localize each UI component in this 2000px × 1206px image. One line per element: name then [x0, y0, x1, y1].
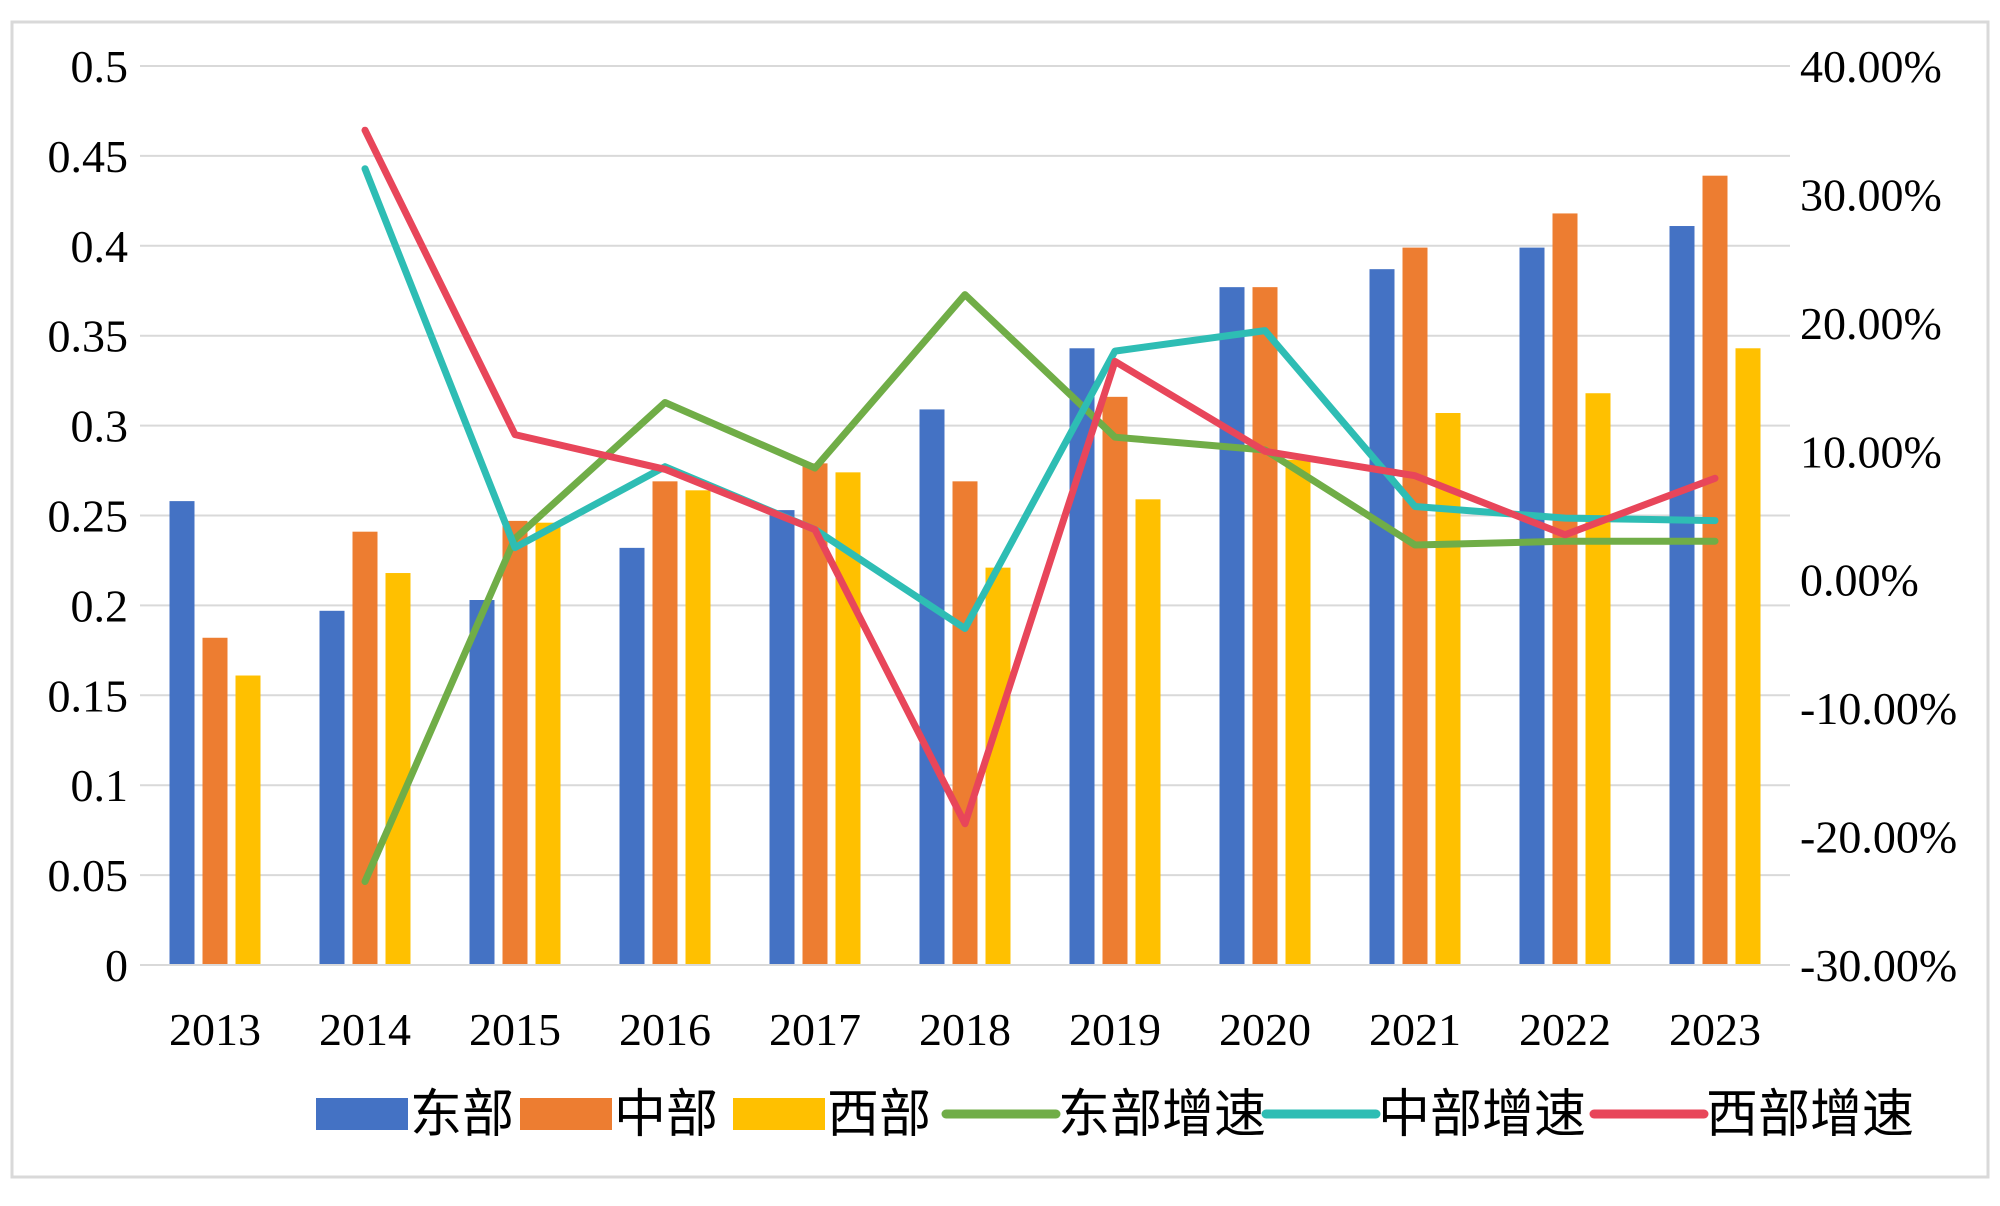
y2-tick-label: 10.00% — [1800, 426, 1942, 477]
x-tick-label: 2016 — [619, 1004, 711, 1055]
bar-east — [1069, 348, 1095, 965]
x-tick-label: 2015 — [469, 1004, 561, 1055]
bar-central — [952, 481, 978, 965]
bar-central — [502, 520, 528, 965]
line-east_growth — [361, 291, 1719, 885]
y2-tick-label: -10.00% — [1800, 683, 1957, 734]
bar-central — [1252, 287, 1278, 965]
bar-east — [769, 510, 795, 965]
y-tick-label: 0.15 — [48, 670, 129, 721]
bar-east — [919, 409, 945, 966]
bar-west — [1285, 459, 1311, 965]
y-tick-label: 0 — [105, 940, 128, 991]
bar-central — [202, 637, 228, 965]
x-tick-label: 2023 — [1669, 1004, 1761, 1055]
legend: 东部 中部 西部 东部增速 中部增速 西部增速 — [316, 1085, 1914, 1145]
bar-west — [1585, 393, 1611, 966]
y-tick-label: 0.2 — [71, 580, 129, 631]
y-tick-label: 0.05 — [48, 850, 129, 901]
y2-tick-label: 0.00% — [1800, 555, 1919, 606]
x-tick-label: 2018 — [919, 1004, 1011, 1055]
y-tick-label: 0.25 — [48, 491, 129, 542]
y-axis-left: 0 0.05 0.1 0.15 0.2 0.25 0.3 0.35 0.4 0.45 0.5 — [48, 41, 129, 991]
y2-tick-label: -30.00% — [1800, 940, 1957, 991]
x-axis: 2013 2014 2015 2016 2017 2018 2019 2020 2021 2022… — [140, 964, 1790, 1055]
bar-west — [685, 490, 711, 965]
legend-swatch-east — [316, 1098, 408, 1130]
bar-east — [469, 600, 495, 965]
y-tick-label: 0.45 — [48, 131, 129, 182]
x-tick-label: 2014 — [319, 1004, 411, 1055]
legend-label: 中部增速 — [1378, 1085, 1586, 1145]
bar-central — [1552, 213, 1578, 965]
x-tick-label: 2022 — [1519, 1004, 1611, 1055]
bar-east — [1669, 226, 1695, 966]
line-west_growth — [361, 126, 1719, 828]
legend-swatch-west — [733, 1098, 825, 1130]
growth-lines — [361, 126, 1719, 885]
y-tick-label: 0.4 — [71, 221, 129, 272]
bar-east — [169, 501, 195, 965]
x-tick-label: 2017 — [769, 1004, 861, 1055]
bar-central — [1102, 396, 1128, 965]
legend-label: 东部 — [410, 1085, 514, 1145]
bar-west — [1135, 499, 1161, 965]
y-tick-label: 0.35 — [48, 311, 129, 362]
legend-label: 中部 — [614, 1085, 718, 1145]
bar-east — [619, 547, 645, 965]
bar-east — [1519, 247, 1545, 965]
bar-west — [535, 522, 561, 965]
x-tick-label: 2021 — [1369, 1004, 1461, 1055]
bar-central — [652, 481, 678, 965]
y2-tick-label: 30.00% — [1800, 169, 1942, 220]
legend-label: 东部增速 — [1058, 1085, 1266, 1145]
y-tick-label: 0.3 — [71, 401, 129, 452]
y-tick-label: 0.5 — [71, 41, 129, 92]
bar-central — [1402, 247, 1428, 965]
x-tick-label: 2020 — [1219, 1004, 1311, 1055]
legend-label: 西部增速 — [1706, 1085, 1914, 1145]
y-axis-right: -30.00% -20.00% -10.00% 0.00% 10.00% 20.00% 30… — [1800, 41, 1957, 991]
bar-west — [1735, 348, 1761, 965]
x-tick-label: 2013 — [169, 1004, 261, 1055]
bar-west — [235, 675, 261, 965]
y2-tick-label: -20.00% — [1800, 812, 1957, 863]
bar-central — [352, 531, 378, 965]
line-central_growth — [361, 165, 1719, 632]
legend-label: 西部 — [827, 1085, 931, 1145]
legend-swatch-central — [520, 1098, 612, 1130]
bar-west — [985, 567, 1011, 965]
bar-west — [385, 573, 411, 965]
x-tick-label: 2019 — [1069, 1004, 1161, 1055]
y2-tick-label: 40.00% — [1800, 41, 1942, 92]
bars — [169, 175, 1761, 966]
y-tick-label: 0.1 — [71, 760, 129, 811]
bar-east — [1219, 287, 1245, 965]
bar-east — [319, 610, 345, 965]
y2-tick-label: 20.00% — [1800, 298, 1942, 349]
bar-central — [1702, 175, 1728, 966]
bar-east — [1369, 269, 1395, 965]
